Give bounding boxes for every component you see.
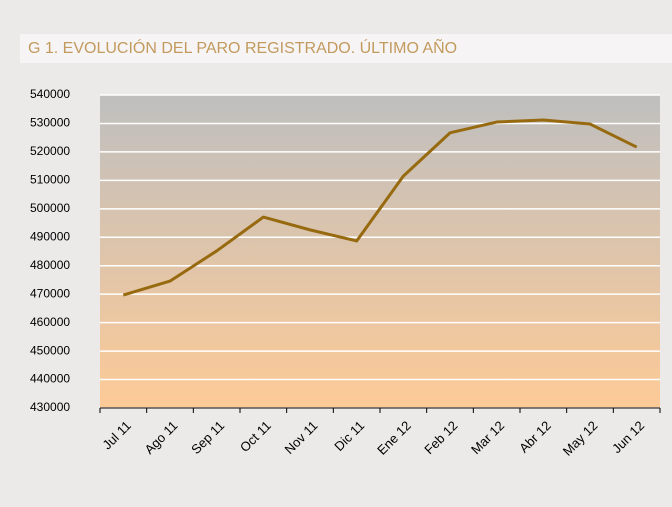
plot-area [100,95,660,408]
y-tick-label: 540000 [30,87,70,101]
y-tick-label: 500000 [30,201,70,215]
y-tick-label: 480000 [30,258,70,272]
y-tick-label: 460000 [30,315,70,329]
y-tick-label: 520000 [30,144,70,158]
y-tick-label: 530000 [30,116,70,130]
data-line [122,118,638,297]
y-tick-label: 510000 [30,173,70,187]
y-tick-label: 470000 [30,286,70,300]
y-tick-label: 490000 [30,229,70,243]
y-tick-label: 440000 [30,372,70,386]
chart-title: G 1. EVOLUCIÓN DEL PARO REGISTRADO. ÚLTI… [28,37,457,57]
y-tick-label: 450000 [30,343,70,357]
title-bar [20,34,672,63]
y-tick-label: 430000 [30,400,70,414]
